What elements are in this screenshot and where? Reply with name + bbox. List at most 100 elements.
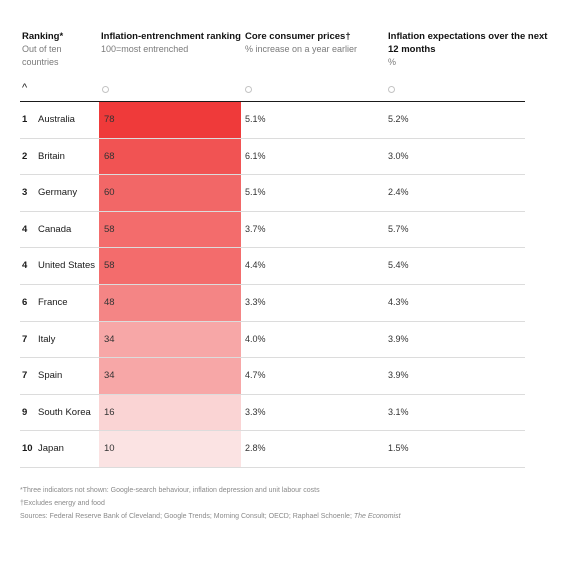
core-prices-cell: 5.1%	[245, 187, 266, 198]
entrenchment-score: 16	[104, 406, 115, 418]
rank-cell: 2	[22, 150, 28, 162]
row-divider	[20, 283, 525, 285]
row-divider	[20, 174, 525, 176]
rank-cell: 4	[22, 223, 28, 235]
sort-expectations-icon[interactable]	[388, 86, 395, 93]
entrenchment-heat-cell	[99, 358, 241, 395]
rank-cell: 4	[22, 260, 28, 272]
header-entrenchment[interactable]: Inflation-entrenchment ranking 100=most …	[101, 30, 241, 56]
sort-entrenchment-icon[interactable]	[102, 86, 109, 93]
rank-cell: 7	[22, 370, 28, 382]
header-expectations-subtitle: %	[388, 57, 397, 67]
header-core-subtitle: % increase on a year earlier	[245, 44, 358, 54]
row-divider	[20, 320, 525, 322]
expectations-cell: 5.4%	[388, 260, 409, 271]
core-prices-cell: 3.3%	[245, 406, 266, 417]
table-row: 7 Italy 34 4.0% 3.9%	[20, 321, 525, 359]
row-divider	[20, 357, 525, 359]
expectations-cell: 2.4%	[388, 187, 409, 198]
row-divider	[20, 137, 525, 139]
entrenchment-heat-cell	[99, 175, 241, 212]
row-divider	[20, 393, 525, 395]
row-divider	[20, 430, 525, 432]
header-ranking-subtitle: Out of ten countries	[22, 44, 62, 67]
header-ranking-title: Ranking*	[22, 31, 64, 42]
expectations-cell: 3.0%	[388, 150, 409, 161]
entrenchment-heat-cell	[99, 394, 241, 432]
sort-ascending-icon[interactable]: ^	[22, 82, 28, 94]
table-row: 2 Britain 68 6.1% 3.0%	[20, 138, 525, 176]
header-expectations-title: Inflation expectations over the next 12 …	[388, 31, 548, 55]
entrenchment-heat-cell	[99, 321, 241, 359]
core-prices-cell: 3.3%	[245, 297, 266, 307]
entrenchment-score: 48	[104, 297, 115, 308]
row-divider	[20, 247, 525, 249]
entrenchment-score: 10	[104, 443, 115, 455]
table-row: 3 Germany 60 5.1% 2.4%	[20, 175, 525, 212]
country-cell: France	[38, 297, 68, 308]
country-cell: United States	[38, 260, 96, 272]
expectations-cell: 1.5%	[388, 443, 409, 454]
entrenchment-heat-cell	[99, 248, 241, 285]
footnote-sources: Sources: Federal Reserve Bank of Clevela…	[20, 510, 540, 523]
entrenchment-heat-cell	[99, 285, 241, 322]
entrenchment-score: 34	[104, 370, 115, 382]
table-row: 7 Spain 34 4.7% 3.9%	[20, 358, 525, 395]
sources-text: Sources: Federal Reserve Bank of Clevela…	[20, 513, 354, 520]
expectations-cell: 5.7%	[388, 223, 409, 234]
sort-core-icon[interactable]	[245, 86, 252, 93]
header-entrenchment-title: Inflation-entrenchment ranking	[101, 31, 241, 42]
country-cell: Canada	[38, 223, 72, 235]
rank-cell: 9	[22, 406, 28, 418]
rank-cell: 7	[22, 333, 28, 345]
core-prices-cell: 4.0%	[245, 333, 266, 344]
header-ranking[interactable]: Ranking* Out of ten countries	[22, 30, 92, 69]
entrenchment-score: 68	[104, 150, 115, 162]
country-cell: Britain	[38, 150, 65, 162]
core-prices-cell: 4.7%	[245, 370, 266, 381]
core-prices-cell: 5.1%	[245, 114, 266, 124]
row-divider	[20, 466, 525, 468]
row-divider	[20, 210, 525, 212]
entrenchment-score: 58	[104, 260, 115, 272]
sources-publication: The Economist	[353, 513, 401, 520]
footnotes: *Three indicators not shown: Google-sear…	[20, 484, 540, 523]
table-row: 1 Australia 78 5.1% 5.2%	[20, 102, 525, 139]
country-cell: Japan	[38, 443, 64, 455]
country-cell: Italy	[38, 333, 56, 345]
table-row: 10 Japan 10 2.8% 1.5%	[20, 431, 525, 468]
country-cell: Germany	[38, 187, 78, 199]
expectations-cell: 5.2%	[388, 114, 409, 124]
country-cell: South Korea	[38, 406, 91, 418]
entrenchment-score: 58	[104, 223, 115, 235]
table-row: 4 Canada 58 3.7% 5.7%	[20, 211, 525, 249]
rank-cell: 10	[22, 443, 33, 455]
expectations-cell: 3.9%	[388, 370, 409, 381]
entrenchment-score: 60	[104, 187, 115, 199]
core-prices-cell: 2.8%	[245, 443, 266, 454]
entrenchment-heat-cell	[99, 102, 241, 139]
rank-cell: 3	[22, 187, 28, 199]
table-row: 9 South Korea 16 3.3% 3.1%	[20, 394, 525, 432]
header-core-title: Core consumer prices†	[245, 31, 351, 42]
entrenchment-heat-cell	[99, 138, 241, 176]
rank-cell: 6	[22, 297, 28, 308]
entrenchment-score: 78	[104, 114, 115, 125]
table-row: 4 United States 58 4.4% 5.4%	[20, 248, 525, 285]
core-prices-cell: 3.7%	[245, 223, 266, 234]
expectations-cell: 3.1%	[388, 406, 409, 417]
core-prices-cell: 4.4%	[245, 260, 266, 271]
footnote-excludes: †Excludes energy and food	[20, 500, 105, 507]
entrenchment-heat-cell	[99, 211, 241, 249]
entrenchment-score: 34	[104, 333, 115, 345]
header-divider	[20, 101, 525, 102]
header-core-prices[interactable]: Core consumer prices† % increase on a ye…	[245, 30, 383, 56]
country-cell: Spain	[38, 370, 63, 382]
table-row: 6 France 48 3.3% 4.3%	[20, 285, 525, 322]
header-expectations[interactable]: Inflation expectations over the next 12 …	[388, 30, 548, 69]
entrenchment-heat-cell	[99, 431, 241, 468]
core-prices-cell: 6.1%	[245, 150, 266, 161]
expectations-cell: 3.9%	[388, 333, 409, 344]
header-entrenchment-subtitle: 100=most entrenched	[101, 44, 189, 54]
